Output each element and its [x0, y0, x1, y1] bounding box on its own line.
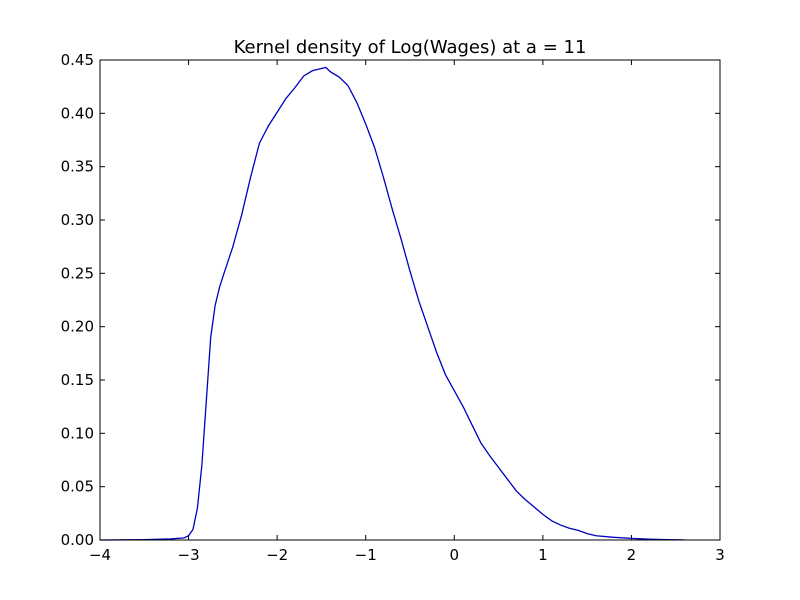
x-tick-label: −3 [178, 546, 200, 564]
y-tick-label: 0.35 [61, 158, 94, 176]
tick-labels: −4 −3 −2 −1 0 1 2 3 0.00 0.05 0.10 0.15 0.20 0.25 0.30… [61, 51, 725, 564]
axis-ticks [99, 59, 721, 541]
y-tick-label: 0.25 [61, 264, 94, 282]
x-tick-label: 2 [627, 546, 637, 564]
y-tick-label: 0.15 [61, 371, 94, 389]
chart-title: Kernel density of Log(Wages) at a = 11 [234, 37, 587, 58]
x-tick-label: −1 [355, 546, 377, 564]
x-tick-label: 1 [538, 546, 548, 564]
y-tick-label: 0.45 [61, 51, 94, 69]
plot-frame [99, 59, 721, 541]
x-tick-label: 0 [450, 546, 460, 564]
x-tick-label: −4 [89, 546, 111, 564]
y-tick-label: 0.20 [61, 318, 94, 336]
y-tick-label: 0.40 [61, 104, 94, 122]
y-tick-label: 0.10 [61, 424, 94, 442]
y-tick-label: 0.30 [61, 211, 94, 229]
density-line [99, 66, 685, 541]
x-tick-label: −2 [266, 546, 288, 564]
y-tick-label: 0.00 [61, 531, 94, 549]
x-tick-label: 3 [715, 546, 725, 564]
y-tick-label: 0.05 [61, 478, 94, 496]
